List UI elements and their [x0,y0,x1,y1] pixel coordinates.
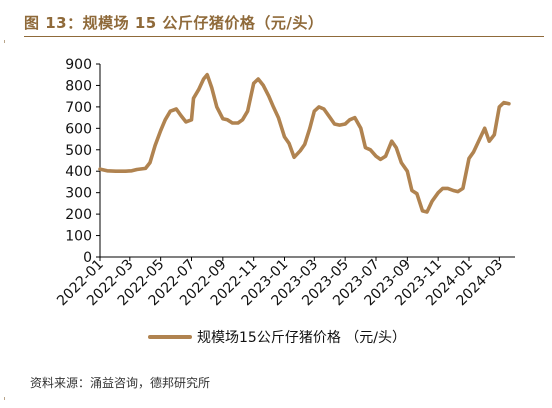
y-tick-label: 400 [65,164,92,180]
chart: 01002003004005006007008009002022-012022-… [54,57,515,346]
source-note: 资料来源：涌益咨询，德邦研究所 [30,376,211,390]
figure-title: 图 13：规模场 15 公斤仔猪价格（元/头） [24,14,324,32]
edge-mark-bottom [4,397,5,400]
legend-label: 规模场15公斤仔猪价格 （元/头） [197,330,406,346]
y-tick-label: 700 [65,100,92,116]
y-tick-label: 500 [65,143,92,159]
y-tick-label: 600 [65,121,92,137]
y-tick-label: 900 [65,57,92,73]
title-rule [24,36,544,37]
y-tick-label: 800 [65,78,92,94]
edge-mark-top [4,40,5,43]
y-tick-label: 300 [65,186,92,202]
y-tick-label: 200 [65,207,92,223]
series-line [98,72,511,214]
y-tick-label: 0 [83,250,92,266]
y-tick-label: 100 [65,229,92,245]
